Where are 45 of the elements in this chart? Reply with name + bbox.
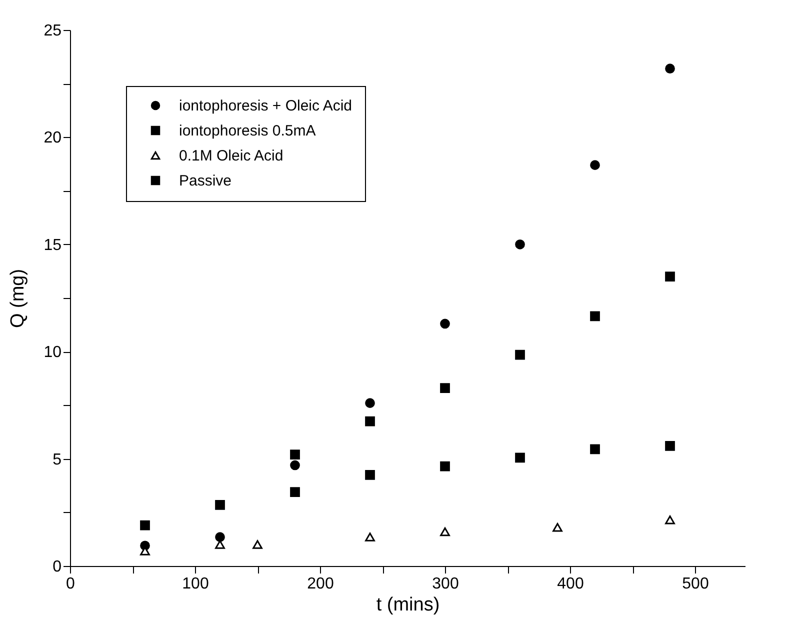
- y-tick-label: 15: [44, 236, 62, 254]
- point: [440, 383, 450, 393]
- legend-label: Passive: [179, 172, 232, 190]
- point: [590, 311, 600, 322]
- legend-label: iontophoresis 0.5mA: [179, 122, 316, 140]
- point: [290, 487, 300, 497]
- x-tick-label: 0: [66, 576, 76, 592]
- point: [215, 500, 225, 510]
- point: [365, 532, 375, 542]
- point: [140, 520, 150, 530]
- x-tick-label: 500: [682, 576, 709, 592]
- y-tick-label: 20: [44, 130, 62, 147]
- point: [665, 516, 675, 524]
- y-tick-label: 0: [52, 558, 62, 576]
- point: [365, 416, 375, 426]
- point: [665, 441, 675, 451]
- point: [665, 64, 675, 74]
- y-tick-label: 5: [52, 451, 62, 468]
- point: [515, 350, 525, 360]
- y-tick-label: 25: [44, 22, 62, 40]
- point: [290, 450, 300, 460]
- x-tick-label: 100: [182, 576, 209, 592]
- point: [365, 470, 375, 480]
- point: [440, 461, 450, 472]
- point: [252, 540, 262, 549]
- legend-label: iontophoresis + Oleic Acid: [179, 98, 352, 114]
- point: [665, 272, 675, 282]
- point: [515, 239, 525, 250]
- x-tick-label: 300: [432, 576, 459, 592]
- point: [215, 532, 225, 542]
- point: [290, 460, 300, 470]
- point: [440, 318, 450, 329]
- point: [440, 527, 450, 536]
- point: [590, 444, 600, 454]
- legend-label: 0.1M Oleic Acid: [179, 148, 284, 164]
- point: [215, 540, 225, 549]
- x-tick-label: 200: [307, 576, 334, 592]
- point: [552, 523, 562, 532]
- x-tick-label: 400: [557, 576, 584, 592]
- point: [365, 398, 375, 408]
- y-tick-label: 10: [44, 344, 62, 362]
- point: [590, 160, 600, 170]
- y-axis-title: Q (mg): [8, 268, 29, 328]
- point: [515, 452, 525, 463]
- x-axis-title: t (mins): [376, 594, 440, 616]
